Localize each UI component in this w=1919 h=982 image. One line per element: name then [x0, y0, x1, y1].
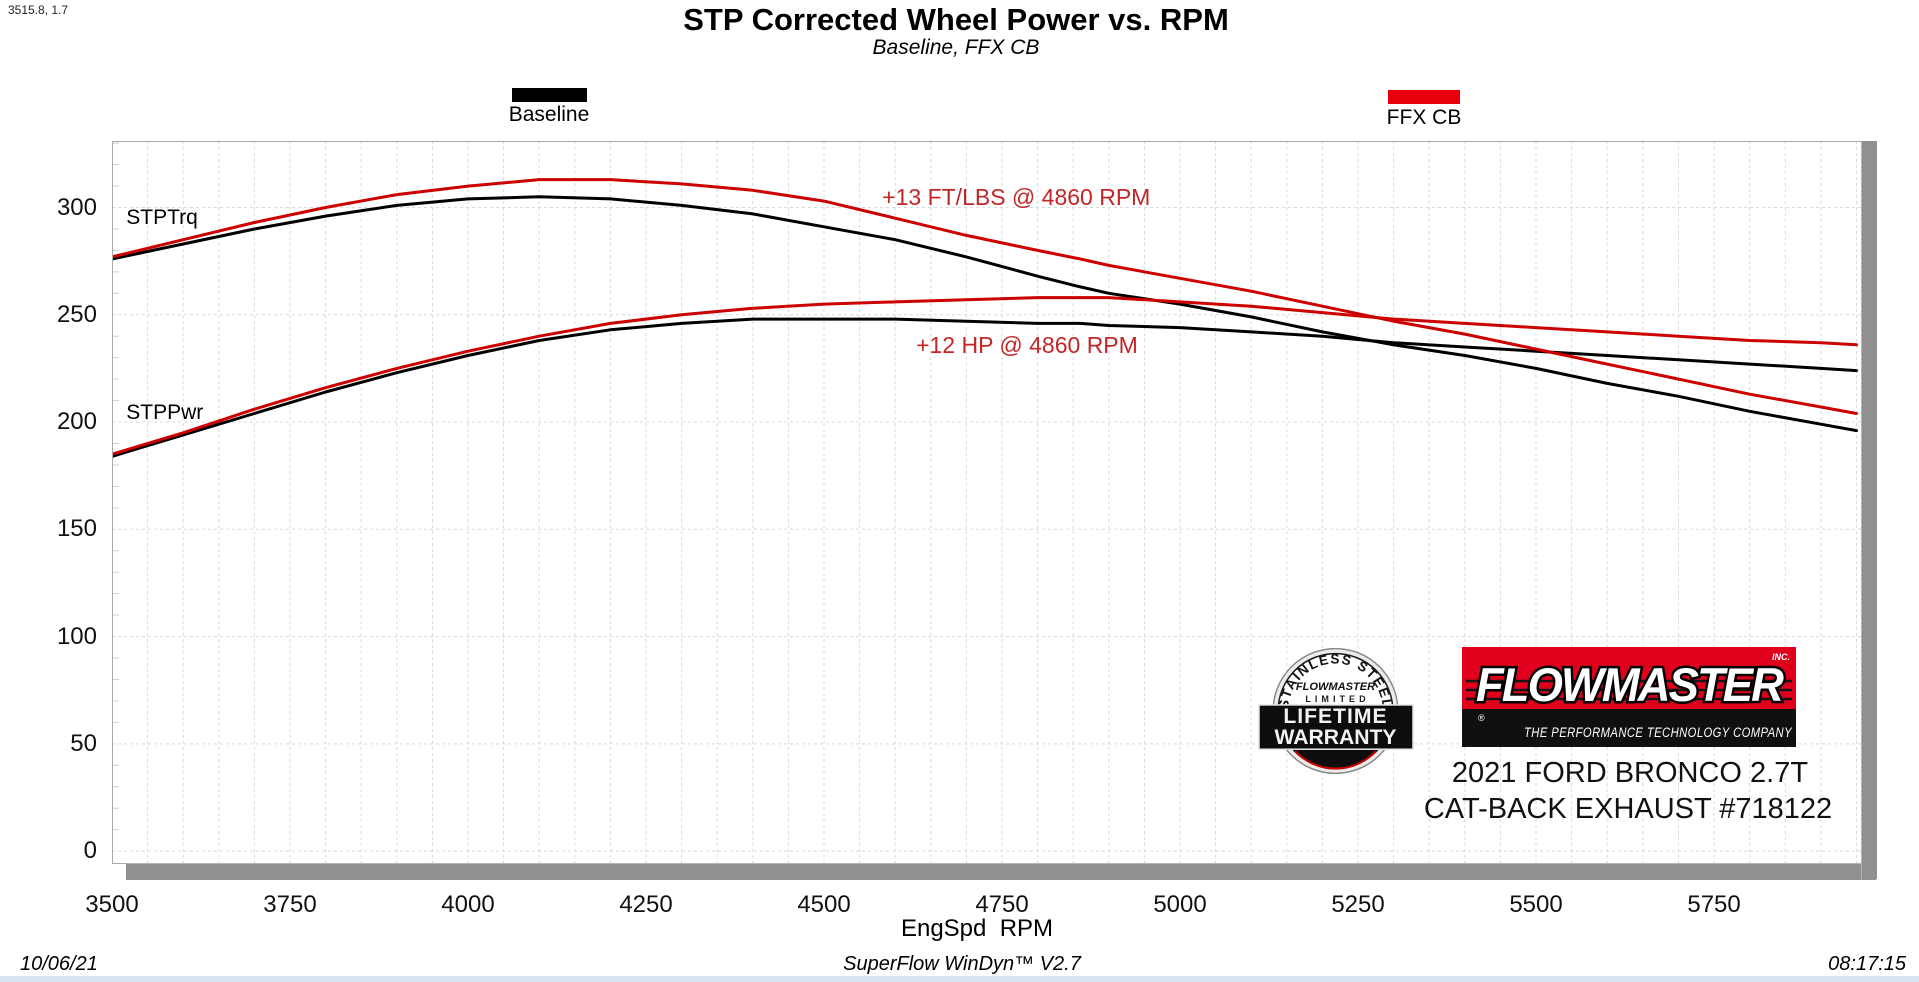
logo-inc-text: INC. — [1772, 652, 1790, 662]
x-tick-label: 3500 — [85, 891, 139, 918]
legend-label-baseline: Baseline — [508, 103, 590, 126]
footer-software-version: SuperFlow WinDyn™ V2.7 — [843, 953, 1081, 975]
logo-registered-mark: ® — [1478, 713, 1485, 723]
y-tick-label: 250 — [56, 300, 97, 328]
logo-tagline: THE PERFORMANCE TECHNOLOGY COMPANY — [1524, 725, 1792, 740]
x-tick-label: 5750 — [1687, 891, 1741, 918]
legend-label-ffx-cb: FFX CB — [1386, 106, 1462, 129]
x-tick-label: 3750 — [263, 891, 317, 918]
x-tick-label: 4000 — [441, 891, 495, 918]
x-tick-label: 4500 — [797, 891, 851, 918]
series-stppwr-baseline — [112, 317, 1858, 458]
logo-black-band — [1462, 709, 1796, 747]
annotation-hp-gain: +12 HP @ 4860 RPM — [916, 331, 1138, 358]
badge-red-arc — [1294, 750, 1377, 770]
series-stppwr-ffx-cb — [112, 296, 1858, 456]
x-axis-title: EngSpd RPM — [900, 915, 1054, 942]
vehicle-description-line2: CAT-BACK EXHAUST #718122 — [1423, 793, 1833, 825]
y-tick-label: 50 — [70, 729, 97, 757]
y-tick-label: 150 — [56, 515, 97, 543]
cursor-position-readout: 3515.8, 1.7 — [8, 3, 69, 17]
legend-swatch-ffx-cb — [1388, 90, 1460, 104]
x-tick-label: 5000 — [1153, 891, 1207, 918]
y-tick-label: 200 — [56, 408, 97, 436]
badge-warranty-text: WARRANTY — [1274, 726, 1396, 749]
x-tick-label: 4250 — [619, 891, 673, 918]
y-tick-label: 0 — [83, 837, 97, 865]
badge-lifetime-text: LIFETIME — [1283, 705, 1387, 728]
horizontal-scrollbar[interactable] — [126, 863, 1876, 880]
badge-brand-text: FLOWMASTER — [1296, 681, 1375, 693]
series-stptrq-ffx-cb — [112, 178, 1858, 415]
bottom-taskbar-strip — [0, 976, 1919, 982]
y-tick-label: 100 — [56, 622, 97, 650]
chart-subtitle: Baseline, FFX CB — [872, 36, 1040, 59]
badge-limited-text: LIMITED — [1305, 694, 1369, 704]
flowmaster-logo: FLOWMASTER INC. ® THE PERFORMANCE TECHNO… — [1462, 647, 1796, 747]
x-tick-label: 5500 — [1509, 891, 1563, 918]
x-tick-label: 4750 — [975, 891, 1029, 918]
curve-label-stptrq: STPTrq — [126, 206, 198, 230]
y-tick-label: 300 — [56, 193, 97, 221]
annotation-torque-gain: +13 FT/LBS @ 4860 RPM — [882, 183, 1151, 210]
plot-area — [112, 141, 1865, 864]
chart-title: STP Corrected Wheel Power vs. RPM — [683, 2, 1229, 37]
badge-banner — [1258, 704, 1414, 750]
series-stptrq-baseline — [112, 195, 1858, 433]
warranty-badge: STAINLESS STEEL FLOWMASTER LIMITED LIFET… — [1258, 647, 1414, 775]
logo-brand-text: FLOWMASTER — [1476, 658, 1784, 711]
vehicle-description-line1: 2021 FORD BRONCO 2.7T — [1451, 757, 1809, 789]
footer-date: 10/06/21 — [20, 953, 98, 975]
legend-swatch-baseline — [512, 88, 587, 102]
x-tick-label: 5250 — [1331, 891, 1385, 918]
footer-time: 08:17:15 — [1828, 953, 1906, 975]
vertical-scrollbar[interactable] — [1861, 141, 1877, 879]
curve-label-stppwr: STPPwr — [126, 401, 204, 425]
